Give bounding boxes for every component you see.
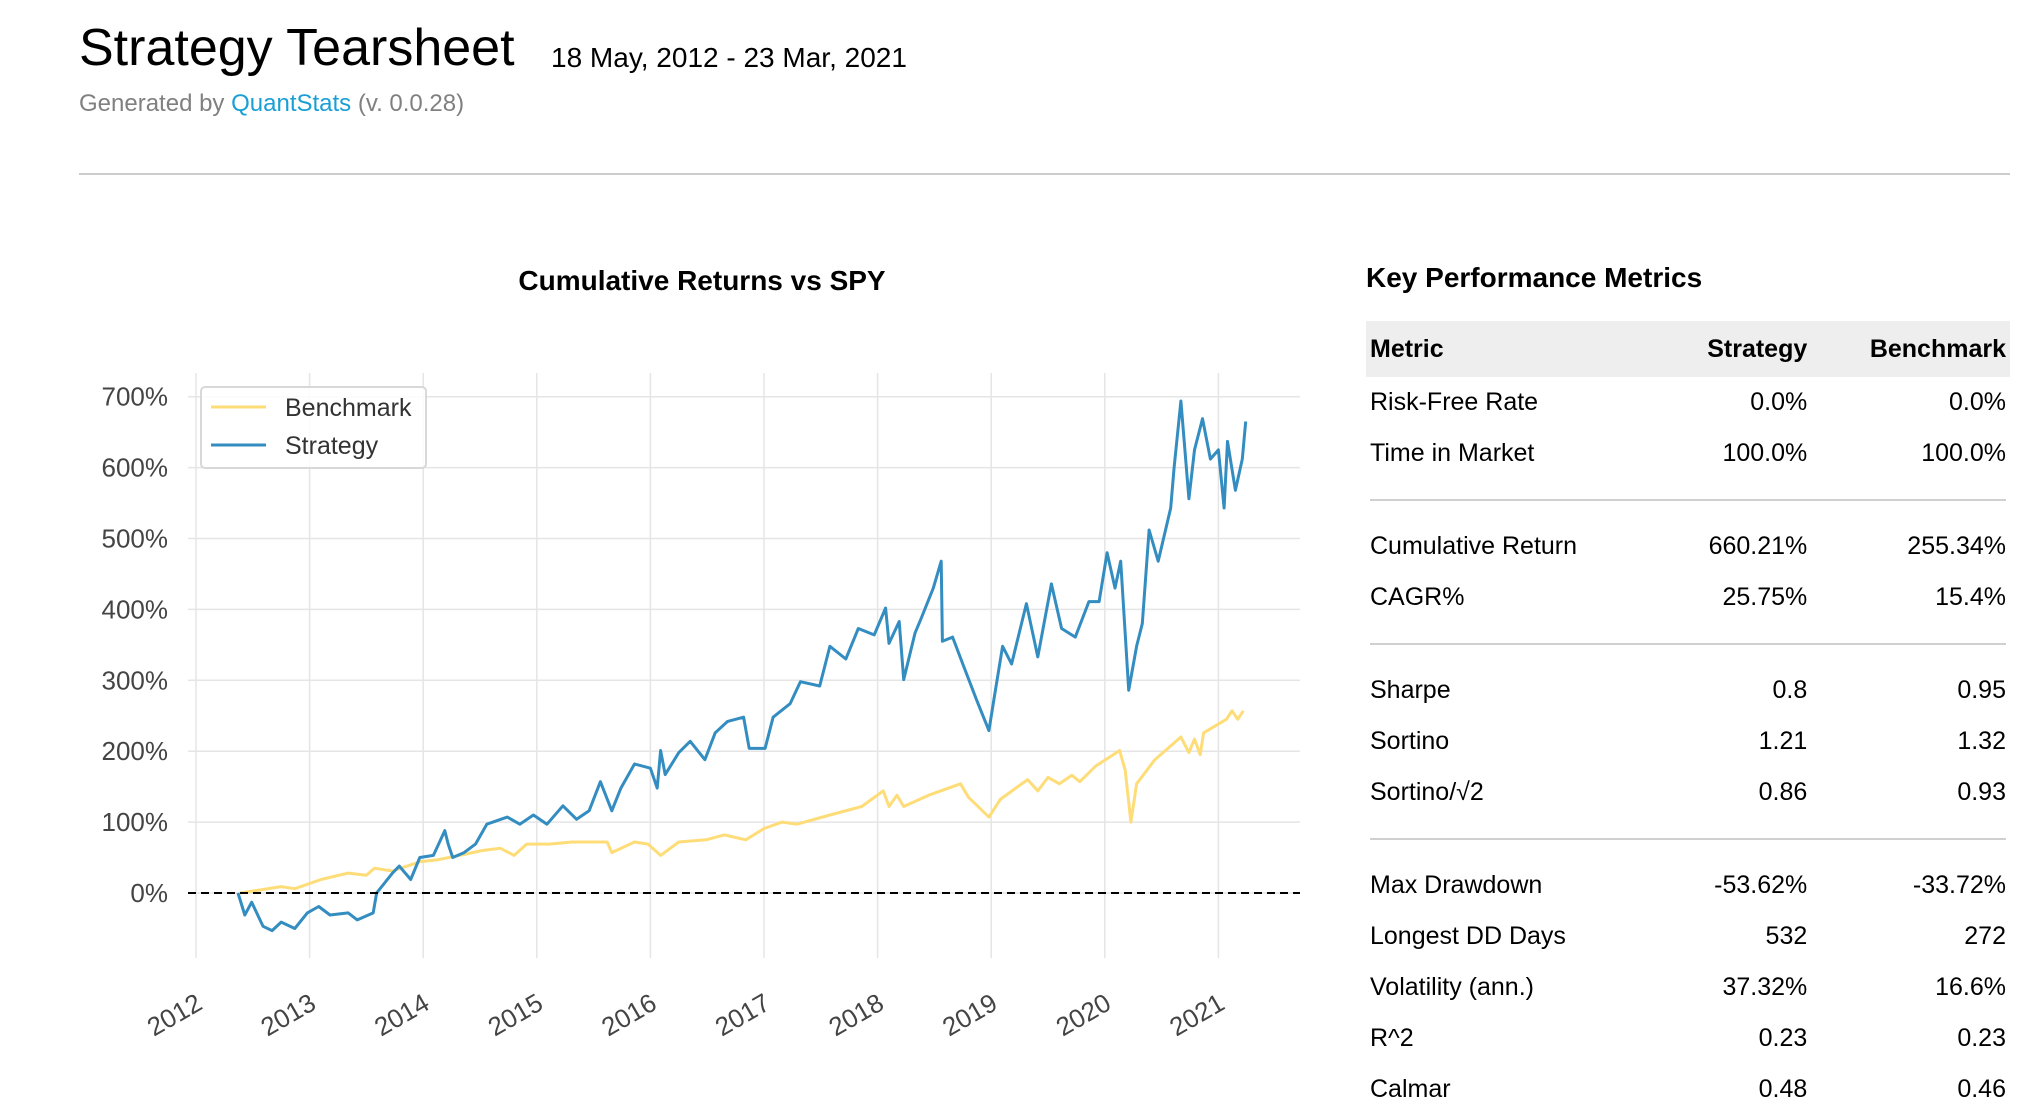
strategy-value: 0.86 bbox=[1758, 778, 1808, 806]
x-tick-label: 2013 bbox=[256, 987, 321, 1042]
generated-prefix: Generated by bbox=[79, 90, 232, 117]
metric-name: Calmar bbox=[1370, 1075, 1451, 1103]
page-title: Strategy Tearsheet bbox=[79, 19, 515, 77]
x-tick-label: 2019 bbox=[937, 987, 1002, 1042]
metrics-row: Longest DD Days 532 272 bbox=[1366, 911, 2010, 962]
metric-name: Risk-Free Rate bbox=[1370, 388, 1539, 416]
benchmark-value: 272 bbox=[1964, 922, 2006, 950]
benchmark-value: -33.72% bbox=[1912, 871, 2006, 899]
metrics-separator bbox=[1366, 479, 2010, 521]
metric-name: Longest DD Days bbox=[1370, 922, 1566, 950]
legend-label: Benchmark bbox=[285, 394, 412, 422]
metrics-row: Risk-Free Rate 0.0% 0.0% bbox=[1366, 377, 2010, 428]
y-tick-label: 700% bbox=[102, 382, 169, 412]
metrics-row: Sharpe 0.8 0.95 bbox=[1366, 665, 2010, 716]
cumulative-returns-chart: Cumulative Returns vs SPY 2012 2013 2014 201… bbox=[102, 265, 1300, 1042]
metrics-row: CAGR% 25.75% 15.4% bbox=[1366, 572, 2010, 623]
metrics-row: Time in Market 100.0% 100.0% bbox=[1366, 428, 2010, 479]
strategy-value: 0.8 bbox=[1772, 676, 1808, 704]
y-tick-label: 500% bbox=[102, 524, 169, 554]
metrics-row: R^2 0.23 0.23 bbox=[1366, 1013, 2010, 1064]
benchmark-value: 0.46 bbox=[1957, 1075, 2006, 1103]
metrics-title: Key Performance Metrics bbox=[1366, 262, 1703, 293]
x-tick-label: 2020 bbox=[1051, 987, 1116, 1042]
strategy-value: -53.62% bbox=[1714, 871, 1808, 899]
generated-by: Generated by QuantStats (v. 0.0.28) bbox=[79, 90, 464, 118]
strategy-value: 660.21% bbox=[1708, 532, 1808, 560]
metric-name: Sharpe bbox=[1370, 676, 1451, 704]
x-tick-label: 2018 bbox=[824, 987, 889, 1042]
y-tick-label: 600% bbox=[102, 453, 169, 483]
benchmark-value: 100.0% bbox=[1921, 439, 2006, 467]
metrics-row: Cumulative Return 660.21% 255.34% bbox=[1366, 521, 2010, 572]
y-tick-label: 0% bbox=[130, 878, 168, 908]
metrics-row: Volatility (ann.) 37.32% 16.6% bbox=[1366, 962, 2010, 1013]
series-line-strategy bbox=[236, 399, 1248, 933]
header-divider bbox=[79, 173, 2010, 175]
metric-name: Sortino/√2 bbox=[1370, 778, 1484, 806]
benchmark-value: 0.95 bbox=[1957, 676, 2006, 704]
metrics-table: Metric Strategy Benchmark Risk-Free Rate… bbox=[1366, 321, 2010, 1115]
benchmark-value: 0.93 bbox=[1957, 778, 2006, 806]
series-line-benchmark bbox=[240, 709, 1245, 895]
quantstats-link[interactable]: QuantStats bbox=[231, 90, 352, 117]
benchmark-value: 16.6% bbox=[1935, 973, 2006, 1001]
x-tick-label: 2012 bbox=[142, 987, 207, 1042]
benchmark-value: 0.0% bbox=[1949, 388, 2006, 416]
legend-label: Strategy bbox=[285, 432, 379, 460]
col-metric: Metric bbox=[1366, 321, 1663, 377]
metrics-row: Sortino/√2 0.86 0.93 bbox=[1366, 767, 2010, 818]
y-tick-label: 300% bbox=[102, 665, 169, 695]
y-tick-label: 400% bbox=[102, 594, 169, 624]
metric-name: Cumulative Return bbox=[1370, 532, 1578, 560]
col-benchmark: Benchmark bbox=[1811, 321, 2010, 377]
x-tick-label: 2017 bbox=[710, 987, 775, 1042]
date-range: 18 May, 2012 - 23 Mar, 2021 bbox=[551, 42, 907, 73]
benchmark-value: 15.4% bbox=[1935, 583, 2006, 611]
metrics-header-row: Metric Strategy Benchmark bbox=[1366, 321, 2010, 377]
chart-title: Cumulative Returns vs SPY bbox=[518, 265, 886, 296]
strategy-value: 0.48 bbox=[1758, 1075, 1808, 1103]
y-tick-label: 200% bbox=[102, 736, 169, 766]
metric-name: CAGR% bbox=[1370, 583, 1465, 611]
strategy-value: 100.0% bbox=[1722, 439, 1808, 467]
x-tick-label: 2015 bbox=[483, 987, 548, 1042]
strategy-value: 0.0% bbox=[1750, 388, 1808, 416]
benchmark-value: 1.32 bbox=[1957, 727, 2006, 755]
strategy-value: 37.32% bbox=[1722, 973, 1808, 1001]
strategy-value: 0.23 bbox=[1758, 1024, 1808, 1052]
metric-name: Sortino bbox=[1370, 727, 1450, 755]
x-tick-label: 2014 bbox=[369, 987, 434, 1042]
version-text: (v. 0.0.28) bbox=[351, 90, 465, 117]
metric-name: Max Drawdown bbox=[1370, 871, 1543, 899]
strategy-value: 25.75% bbox=[1722, 583, 1808, 611]
col-strategy: Strategy bbox=[1662, 321, 1812, 377]
x-tick-label: 2021 bbox=[1164, 987, 1229, 1042]
benchmark-value: 0.23 bbox=[1957, 1024, 2006, 1052]
metrics-row: Sortino 1.21 1.32 bbox=[1366, 716, 2010, 767]
metric-name: Time in Market bbox=[1370, 439, 1535, 467]
strategy-value: 1.21 bbox=[1758, 727, 1808, 755]
strategy-value: 532 bbox=[1765, 922, 1808, 950]
benchmark-value: 255.34% bbox=[1907, 532, 2006, 560]
metrics-separator bbox=[1366, 623, 2010, 665]
metrics-separator bbox=[1366, 818, 2010, 860]
metric-name: R^2 bbox=[1370, 1024, 1414, 1052]
metrics-row: Calmar 0.48 0.46 bbox=[1366, 1064, 2010, 1115]
x-tick-label: 2016 bbox=[596, 987, 661, 1042]
y-tick-label: 100% bbox=[102, 807, 169, 837]
metric-name: Volatility (ann.) bbox=[1370, 973, 1534, 1001]
metrics-row: Max Drawdown -53.62% -33.72% bbox=[1366, 860, 2010, 911]
